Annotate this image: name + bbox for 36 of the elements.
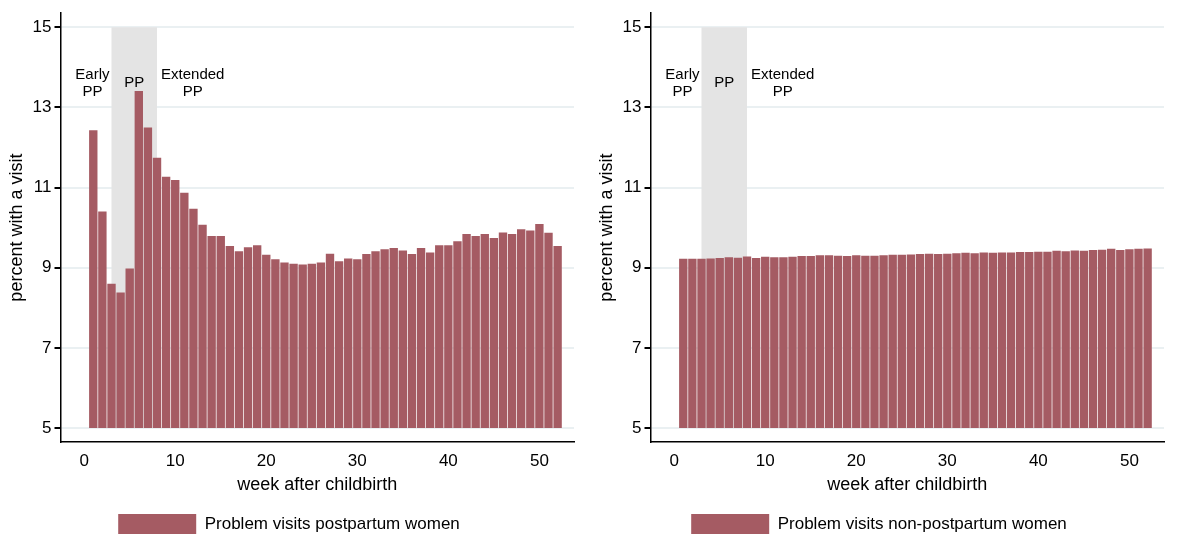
x-tick-label: 0 (79, 450, 89, 470)
y-tick-label: 15 (32, 16, 52, 36)
y-tick-label: 11 (623, 177, 642, 197)
x-tick-label: 0 (669, 450, 679, 470)
annotation: Early PP (665, 64, 700, 99)
legend-label: Problem visits postpartum women (204, 513, 460, 533)
x-tick-label: 20 (256, 450, 276, 470)
x-axis-title: week after childbirth (236, 474, 398, 495)
y-tick-label: 7 (632, 337, 642, 357)
x-tick-label: 50 (529, 450, 549, 470)
y-tick-label: 11 (33, 177, 52, 197)
annotation: Extended PP (161, 64, 225, 99)
x-tick-label: 40 (438, 450, 458, 470)
y-tick-label: 5 (42, 417, 52, 437)
x-tick-label: 30 (937, 450, 957, 470)
x-tick-label: 30 (347, 450, 367, 470)
annotation: PP (124, 73, 145, 91)
x-tick-label: 50 (1119, 450, 1139, 470)
x-tick-label: 20 (846, 450, 866, 470)
y-tick-label: 15 (622, 16, 642, 36)
y-axis-title: percent with a visit (5, 153, 26, 302)
annotation: PP (714, 73, 735, 91)
y-tick-label: 13 (622, 97, 642, 117)
y-tick-label: 9 (632, 257, 642, 277)
x-tick-label: 10 (165, 450, 185, 470)
x-tick-label: 10 (755, 450, 775, 470)
annotation: Extended PP (751, 64, 815, 99)
y-tick-label: 5 (632, 417, 642, 437)
y-tick-label: 7 (42, 337, 52, 357)
annotation: Early PP (75, 64, 110, 99)
y-tick-label: 9 (42, 257, 52, 277)
y-tick-label: 13 (32, 97, 52, 117)
legend-label: Problem visits non-postpartum women (777, 513, 1067, 533)
x-axis-title: week after childbirth (826, 474, 988, 495)
x-tick-label: 40 (1028, 450, 1048, 470)
y-axis-title: percent with a visit (595, 153, 616, 302)
